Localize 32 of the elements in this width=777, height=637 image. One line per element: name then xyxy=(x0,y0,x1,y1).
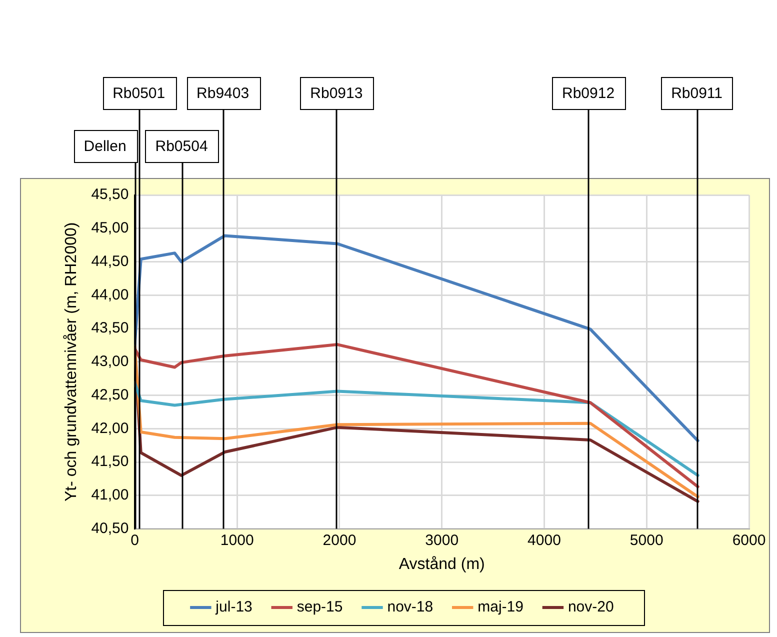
y-tick-label: 45,00 xyxy=(91,220,129,237)
ref-line-label: Rb0504 xyxy=(155,138,208,156)
y-tick-label: 40,50 xyxy=(91,520,129,537)
x-tick-label: 4000 xyxy=(528,532,561,549)
ref-line-label: Rb0911 xyxy=(671,85,723,102)
x-tick-label: 0 xyxy=(130,532,139,549)
y-axis-title: Yt- och grundvattennivåer (m, RH2000) xyxy=(63,222,80,502)
y-tick-label: 41,00 xyxy=(91,486,129,504)
ref-line-label: Rb0912 xyxy=(562,85,615,102)
x-tick-label: 3000 xyxy=(425,532,459,549)
ref-line-label: Rb9403 xyxy=(196,85,250,102)
x-tick-label: 6000 xyxy=(732,532,766,549)
ref-line-label: Dellen xyxy=(84,138,126,156)
legend-label: sep-15 xyxy=(296,598,343,616)
y-tick-label: 45,50 xyxy=(91,186,129,204)
y-tick-label: 44,50 xyxy=(91,252,129,270)
y-tick-label: 44,00 xyxy=(91,286,129,304)
ref-line-label: Rb0913 xyxy=(310,85,363,102)
x-tick-label: 2000 xyxy=(322,532,356,549)
x-tick-label: 1000 xyxy=(220,532,254,549)
y-tick-label: 42,50 xyxy=(91,386,129,404)
legend-label: nov-18 xyxy=(387,598,434,616)
y-tick-label: 41,50 xyxy=(91,453,129,470)
legend-label: maj-19 xyxy=(478,598,524,616)
y-tick-label: 43,00 xyxy=(91,353,129,370)
legend-label: jul-13 xyxy=(214,598,252,616)
x-axis-title: Avstånd (m) xyxy=(398,556,485,573)
x-tick-label: 5000 xyxy=(630,532,664,549)
legend-label: nov-20 xyxy=(568,598,614,616)
y-tick-label: 43,50 xyxy=(91,320,129,337)
y-tick-label: 42,00 xyxy=(91,420,129,437)
ref-line-label: Rb0501 xyxy=(112,85,166,102)
